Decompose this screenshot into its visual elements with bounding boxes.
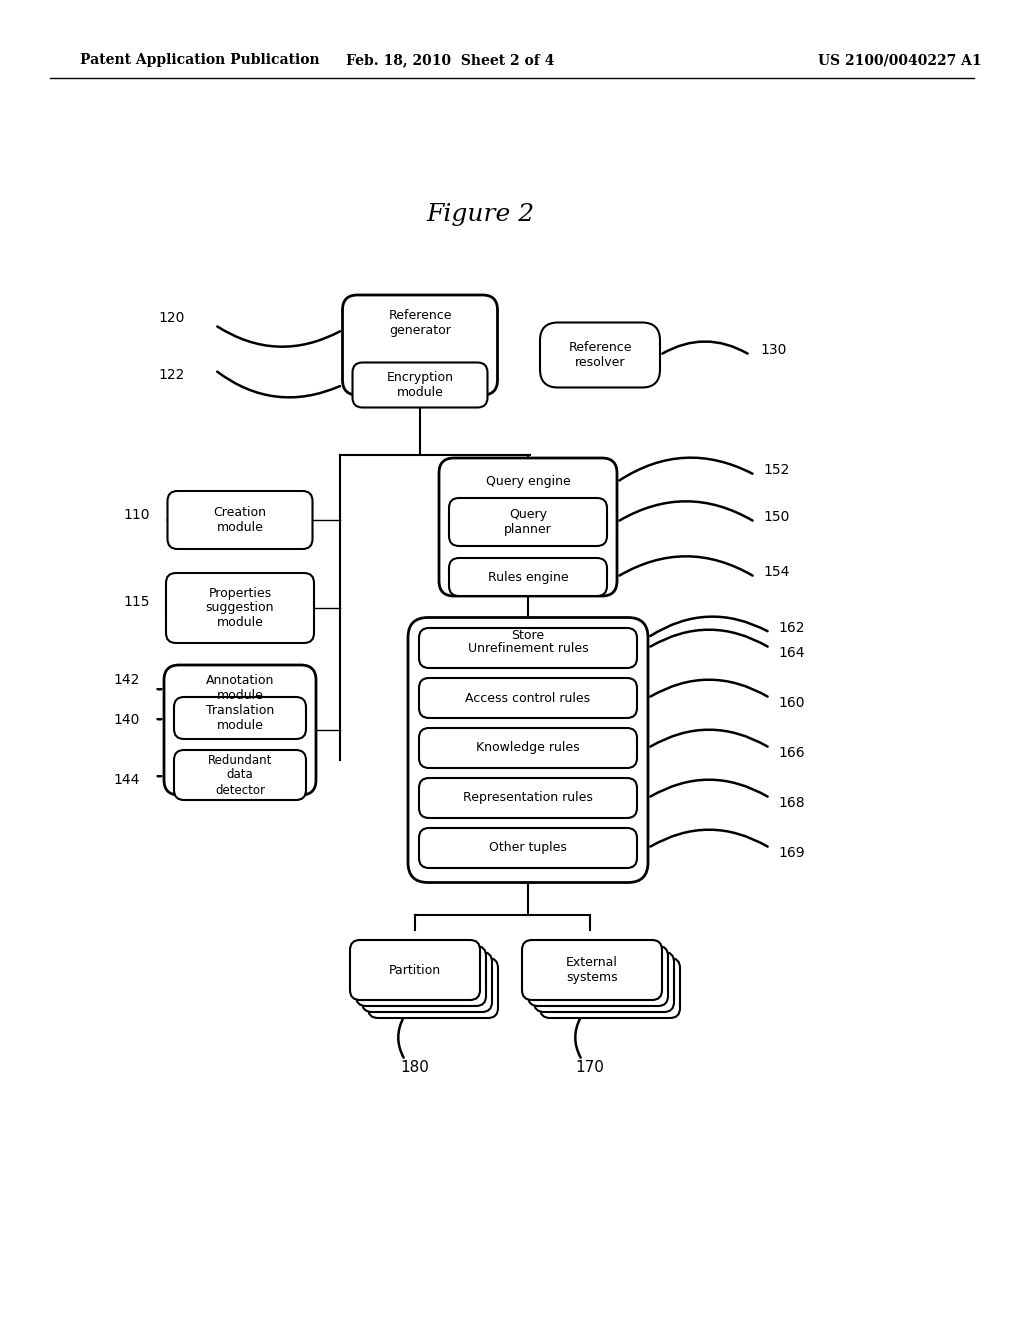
FancyBboxPatch shape [168, 491, 312, 549]
Text: Query engine: Query engine [485, 475, 570, 488]
Text: Unrefinement rules: Unrefinement rules [468, 642, 589, 655]
Text: Encryption
module: Encryption module [386, 371, 454, 399]
FancyBboxPatch shape [419, 828, 637, 869]
FancyArrowPatch shape [650, 616, 768, 636]
FancyBboxPatch shape [534, 952, 674, 1012]
Text: Rules engine: Rules engine [487, 570, 568, 583]
Text: 180: 180 [400, 1060, 429, 1076]
FancyBboxPatch shape [174, 750, 306, 800]
Text: Reference
generator: Reference generator [388, 309, 452, 337]
Text: Partition: Partition [389, 964, 441, 977]
Text: 166: 166 [778, 746, 805, 760]
Text: 162: 162 [778, 620, 805, 635]
Text: 164: 164 [778, 645, 805, 660]
Text: Knowledge rules: Knowledge rules [476, 742, 580, 755]
FancyArrowPatch shape [575, 1018, 581, 1057]
Text: Reference
resolver: Reference resolver [568, 341, 632, 370]
FancyArrowPatch shape [620, 556, 753, 576]
Text: 130: 130 [760, 343, 786, 356]
Text: Patent Application Publication: Patent Application Publication [80, 53, 319, 67]
Text: Query
planner: Query planner [504, 508, 552, 536]
Text: External
systems: External systems [566, 956, 617, 983]
Text: Feb. 18, 2010  Sheet 2 of 4: Feb. 18, 2010 Sheet 2 of 4 [346, 53, 554, 67]
Text: US 2100/0040227 A1: US 2100/0040227 A1 [818, 53, 982, 67]
FancyArrowPatch shape [650, 780, 768, 796]
Text: Annotation
module: Annotation module [206, 675, 274, 702]
FancyBboxPatch shape [419, 628, 637, 668]
FancyArrowPatch shape [217, 372, 340, 397]
FancyArrowPatch shape [217, 326, 340, 347]
Text: Representation rules: Representation rules [463, 792, 593, 804]
FancyBboxPatch shape [342, 294, 498, 395]
Text: 169: 169 [778, 846, 805, 861]
FancyBboxPatch shape [352, 363, 487, 408]
Text: 115: 115 [124, 595, 150, 609]
FancyBboxPatch shape [362, 952, 492, 1012]
FancyArrowPatch shape [650, 680, 768, 697]
FancyBboxPatch shape [166, 573, 314, 643]
FancyBboxPatch shape [419, 729, 637, 768]
Text: Properties
suggestion
module: Properties suggestion module [206, 586, 274, 630]
Text: 170: 170 [575, 1060, 604, 1076]
FancyBboxPatch shape [439, 458, 617, 597]
FancyArrowPatch shape [620, 502, 753, 520]
FancyArrowPatch shape [650, 830, 768, 846]
Text: 144: 144 [114, 774, 140, 787]
FancyArrowPatch shape [398, 1018, 403, 1057]
Text: Access control rules: Access control rules [466, 692, 591, 705]
FancyArrowPatch shape [650, 730, 768, 747]
Text: 140: 140 [114, 713, 140, 727]
FancyArrowPatch shape [650, 630, 768, 647]
FancyBboxPatch shape [408, 618, 648, 883]
Text: Store: Store [511, 630, 545, 642]
FancyBboxPatch shape [449, 498, 607, 546]
Text: 154: 154 [763, 565, 790, 579]
FancyBboxPatch shape [528, 946, 668, 1006]
Text: Redundant
data
detector: Redundant data detector [208, 754, 272, 796]
FancyBboxPatch shape [356, 946, 486, 1006]
Text: 168: 168 [778, 796, 805, 810]
Text: 152: 152 [763, 463, 790, 477]
Text: 122: 122 [159, 368, 185, 381]
FancyBboxPatch shape [540, 322, 660, 388]
Text: 160: 160 [778, 696, 805, 710]
FancyBboxPatch shape [522, 940, 662, 1001]
Text: 120: 120 [159, 312, 185, 325]
Text: 110: 110 [124, 508, 150, 521]
FancyArrowPatch shape [620, 458, 753, 480]
FancyArrowPatch shape [663, 342, 748, 354]
Text: Other tuples: Other tuples [489, 842, 567, 854]
Text: 150: 150 [763, 510, 790, 524]
FancyBboxPatch shape [419, 777, 637, 818]
Text: Translation
module: Translation module [206, 704, 274, 733]
Text: Figure 2: Figure 2 [426, 203, 535, 227]
FancyBboxPatch shape [350, 940, 480, 1001]
FancyBboxPatch shape [164, 665, 316, 795]
FancyBboxPatch shape [419, 678, 637, 718]
FancyBboxPatch shape [368, 958, 498, 1018]
Text: 142: 142 [114, 673, 140, 686]
FancyBboxPatch shape [540, 958, 680, 1018]
FancyBboxPatch shape [449, 558, 607, 597]
FancyBboxPatch shape [174, 697, 306, 739]
Text: Creation
module: Creation module [213, 506, 266, 535]
